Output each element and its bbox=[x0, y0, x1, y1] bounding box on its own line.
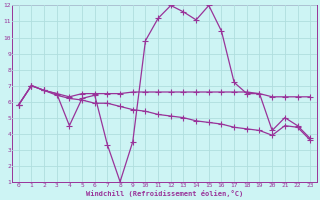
X-axis label: Windchill (Refroidissement éolien,°C): Windchill (Refroidissement éolien,°C) bbox=[86, 190, 243, 197]
